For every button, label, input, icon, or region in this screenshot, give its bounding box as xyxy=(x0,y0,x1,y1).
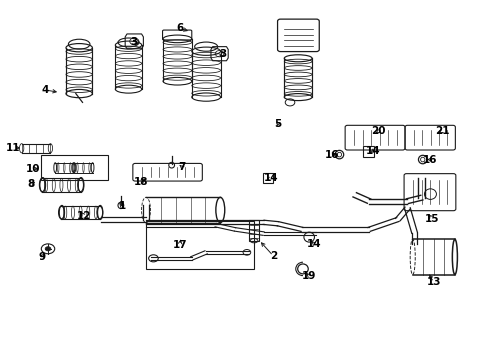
Text: 15: 15 xyxy=(424,214,439,224)
Text: 6: 6 xyxy=(176,23,183,33)
Text: 8: 8 xyxy=(27,179,35,189)
Text: 16: 16 xyxy=(422,154,437,165)
Text: 4: 4 xyxy=(42,85,49,95)
Text: 1: 1 xyxy=(119,202,126,211)
Text: 14: 14 xyxy=(365,146,380,156)
Text: 14: 14 xyxy=(306,239,321,248)
Text: 2: 2 xyxy=(269,251,276,261)
Text: 12: 12 xyxy=(77,211,91,221)
Circle shape xyxy=(45,247,51,251)
Text: 21: 21 xyxy=(434,126,448,136)
Text: 14: 14 xyxy=(263,173,278,183)
Text: 20: 20 xyxy=(371,126,385,136)
Text: 9: 9 xyxy=(39,252,46,262)
Bar xyxy=(41,155,108,180)
Bar xyxy=(249,220,258,241)
Bar xyxy=(363,147,373,157)
Text: 18: 18 xyxy=(134,177,148,187)
Text: 13: 13 xyxy=(426,277,440,287)
Text: 16: 16 xyxy=(324,150,338,159)
Text: 3: 3 xyxy=(219,49,226,59)
Text: 5: 5 xyxy=(274,118,281,129)
Text: 10: 10 xyxy=(25,164,40,174)
Bar xyxy=(146,221,254,269)
Bar xyxy=(262,173,273,183)
Text: 17: 17 xyxy=(172,240,187,250)
Text: 3: 3 xyxy=(130,37,138,48)
Text: 7: 7 xyxy=(178,162,185,172)
Text: 11: 11 xyxy=(6,143,20,153)
Text: 19: 19 xyxy=(302,271,316,281)
